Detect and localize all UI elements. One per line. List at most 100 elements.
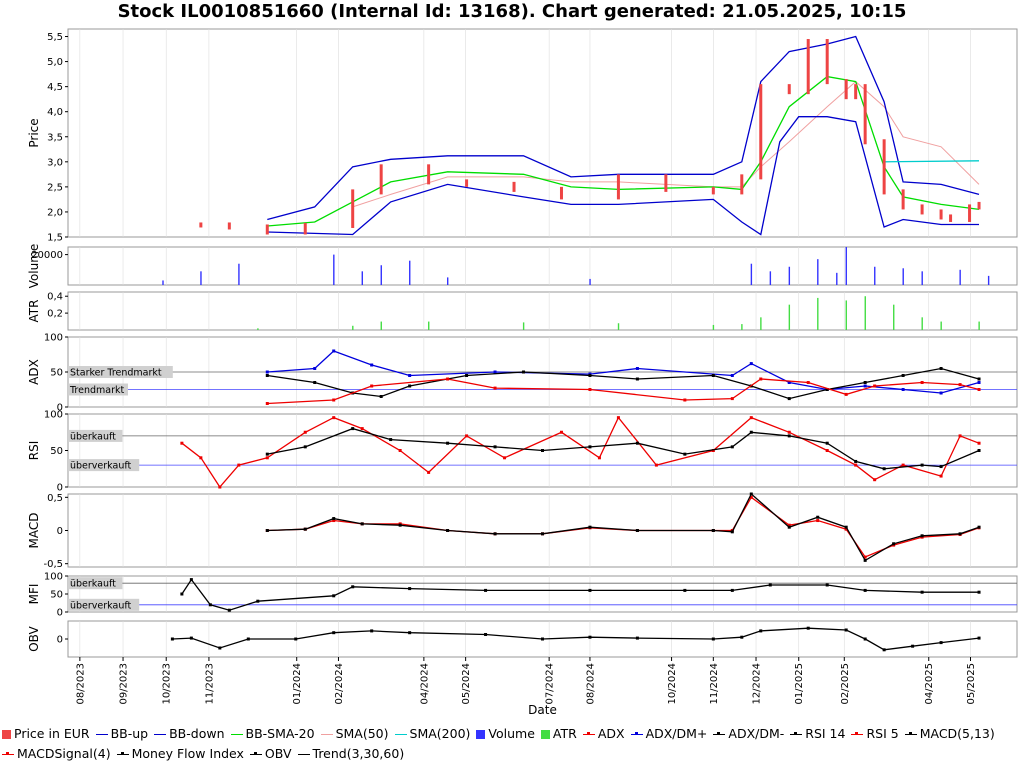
- volume-bar: [769, 271, 772, 285]
- macd-signal-line-point: [816, 519, 820, 523]
- volume-bar: [921, 271, 923, 285]
- macd-line-point: [711, 529, 715, 532]
- mfi-line-point: [208, 603, 212, 607]
- legend-label: ADX: [597, 726, 625, 741]
- macd-line-point: [816, 515, 820, 519]
- dm-minus-line-point: [265, 374, 269, 377]
- price-candle: [427, 164, 431, 185]
- legend-swatch: [2, 751, 14, 755]
- legend-label: OBV: [264, 746, 292, 761]
- atr-bar: [817, 297, 819, 330]
- dm-minus-line-point: [977, 377, 981, 381]
- legend-label: RSI 5: [866, 726, 899, 741]
- macd-line-point: [360, 522, 364, 526]
- price-candle: [806, 39, 810, 95]
- dm-plus-line-point: [863, 384, 867, 388]
- adx-line-point: [370, 384, 374, 388]
- price-candle: [379, 164, 383, 195]
- price-ytick-label: 5,0: [47, 57, 63, 68]
- obv-line-point: [218, 646, 222, 650]
- legend-swatch: [851, 731, 864, 735]
- macd-ytick-label: -0,5: [43, 559, 63, 570]
- atr-bar: [380, 321, 382, 330]
- price-candle: [199, 222, 203, 228]
- price-ytick-label: 3,0: [47, 157, 63, 168]
- adx-line-point: [873, 384, 877, 388]
- sma200-line: [884, 160, 980, 163]
- rsi14-line-point: [787, 434, 791, 438]
- legend-item: Trend(3,30,60): [297, 744, 404, 764]
- mfi-line-point: [825, 583, 829, 587]
- rsi-hline-label-bg: [68, 459, 140, 472]
- dm-plus-line-point: [977, 381, 981, 384]
- atr-bar: [760, 317, 762, 330]
- obv-line-point: [370, 629, 374, 633]
- price-candle: [759, 84, 763, 180]
- rsi14-line-point: [882, 467, 886, 471]
- sma50-line: [352, 80, 980, 208]
- atr-bar: [940, 321, 942, 330]
- legend-swatch: [394, 734, 407, 735]
- rsi-ylabel: RSI: [27, 441, 41, 461]
- adx-line-point: [977, 388, 981, 391]
- mfi-hline-label: überverkauft: [70, 600, 132, 611]
- legend-item: SMA(50): [320, 724, 389, 744]
- legend-swatch: [154, 734, 167, 735]
- rsi5-line-point: [465, 434, 469, 438]
- rsi5-line-point: [218, 485, 222, 489]
- volume-bar: [589, 278, 591, 285]
- obv-ytick-label: 0: [57, 635, 63, 646]
- atr-bar: [788, 304, 791, 330]
- x-tick-label: 02/2024: [334, 663, 345, 705]
- x-tick-label: 11/2023: [204, 663, 215, 705]
- dm-plus-line-point: [901, 388, 905, 391]
- legend-label: BB-down: [169, 726, 225, 741]
- rsi14-line-point: [265, 452, 269, 456]
- rsi14-line-point: [920, 463, 924, 467]
- price-candle: [465, 179, 469, 187]
- rsi5-line-point: [958, 434, 962, 438]
- legend-dot: [717, 731, 721, 735]
- dm-plus-line-point: [749, 362, 753, 366]
- adx-ytick-label: 0: [57, 403, 63, 414]
- rsi5-line-point: [360, 427, 364, 431]
- adx-line-point: [759, 377, 763, 381]
- rsi14-line-point: [389, 438, 393, 442]
- bb-sma20-line: [267, 75, 980, 227]
- volume-bar: [333, 254, 335, 285]
- chart-svg: 1,5 2,0 2,5 3,0 3,5 4,0 4,5 5,0 5,5 Price 20000Vol…: [27, 28, 1018, 717]
- dm-plus-line-point: [635, 367, 639, 370]
- price-candle: [787, 84, 791, 95]
- dm-plus-line-point: [730, 374, 734, 377]
- adx-hline-label: Trendmarkt: [69, 385, 124, 396]
- dm-plus-line-point: [939, 391, 943, 395]
- adx-ytick-label: 100: [44, 333, 63, 344]
- dm-minus-line-point: [939, 367, 943, 370]
- macd-signal-line-point: [844, 527, 848, 531]
- legend-label: ADX/DM+: [645, 726, 708, 741]
- volume-bar: [447, 277, 449, 285]
- legend-label: ADX/DM-: [728, 726, 785, 741]
- atr-bar: [921, 317, 923, 330]
- legend-label: ATR: [552, 726, 577, 741]
- macd-line-point: [332, 517, 336, 521]
- legend-label: BB-SMA-20: [245, 726, 315, 741]
- legend-item: Money Flow Index: [116, 744, 244, 764]
- obv-line: [172, 627, 980, 651]
- obv-line-point: [844, 628, 848, 632]
- price-candle: [664, 174, 668, 192]
- legend-dot: [253, 751, 257, 755]
- mfi-line-point: [768, 583, 772, 587]
- volume-bar: [959, 269, 961, 285]
- rsi5-line-point: [303, 430, 307, 434]
- price-candle: [227, 222, 231, 230]
- rsi-hline-label-bg: [68, 429, 123, 442]
- x-tick-label: 11/2024: [709, 663, 720, 705]
- adx-ytick-label: 50: [50, 368, 63, 379]
- rsi-hline-label: überverkauft: [70, 461, 132, 472]
- legend-item: Volume: [476, 724, 535, 744]
- volume-bar: [874, 266, 876, 285]
- x-tick-label: 01/2024: [292, 663, 303, 705]
- legend-item: RSI 5: [851, 724, 899, 744]
- legend: Price in EUR BB-up BB-down BB-SMA-20 SMA(50)…: [2, 724, 1022, 764]
